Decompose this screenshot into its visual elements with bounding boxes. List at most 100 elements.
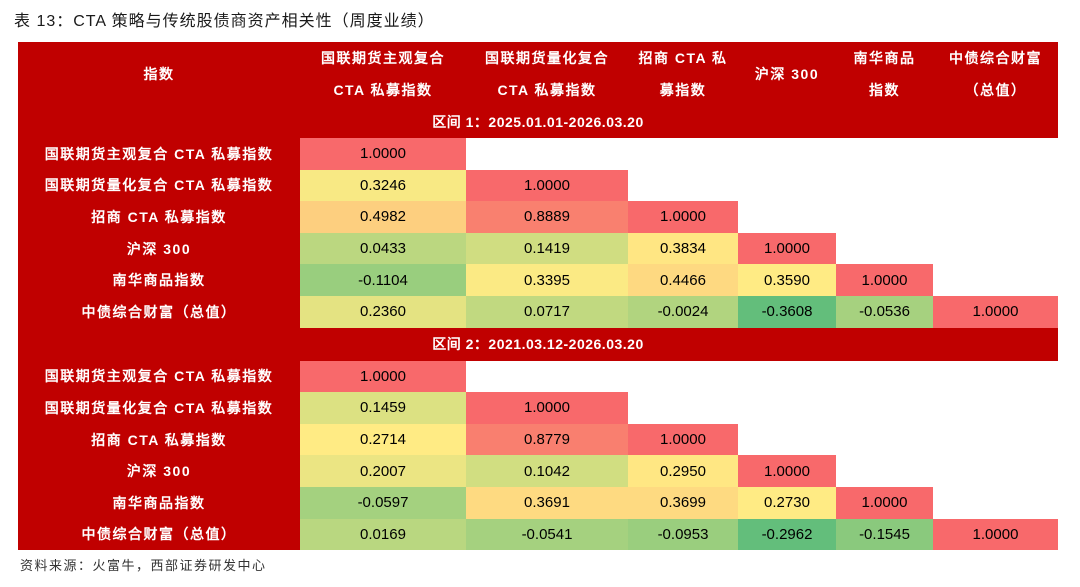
empty-cell <box>836 360 933 393</box>
empty-cell <box>933 392 1058 424</box>
empty-cell <box>933 264 1058 296</box>
correlation-cell: 1.0000 <box>738 455 836 487</box>
correlation-cell: 0.2360 <box>300 295 466 328</box>
row-label: 中债综合财富（总值） <box>18 295 300 328</box>
correlation-cell: 1.0000 <box>628 201 738 233</box>
table-row: 中债综合财富（总值） 0.2360 0.0717 -0.0024 -0.3608 -0.0… <box>18 295 1058 328</box>
correlation-cell: 0.2007 <box>300 455 466 487</box>
correlation-cell: 0.3395 <box>466 264 628 296</box>
table-row: 国联期货量化复合 CTA 私募指数 0.3246 1.0000 <box>18 169 1058 202</box>
table-title: 表 13：CTA 策略与传统股债商资产相关性（周度业绩） <box>14 13 435 30</box>
column-header: 沪深 300 <box>738 42 836 106</box>
correlation-cell: -0.0953 <box>628 518 738 551</box>
empty-cell <box>933 138 1058 170</box>
empty-cell <box>933 486 1058 519</box>
column-header-line: CTA 私募指数 <box>333 82 433 98</box>
section-header: 区间 1：2025.01.01-2026.03.20 <box>18 106 1058 138</box>
column-header-line: 中债综合财富 <box>949 50 1042 66</box>
correlation-cell: 1.0000 <box>836 486 933 519</box>
row-label: 沪深 300 <box>18 232 300 265</box>
empty-cell <box>933 169 1058 202</box>
correlation-cell: -0.0536 <box>836 295 933 328</box>
correlation-cell: 0.3246 <box>300 169 466 202</box>
row-label: 国联期货主观复合 CTA 私募指数 <box>18 138 300 170</box>
table-row: 国联期货量化复合 CTA 私募指数 0.1459 1.0000 <box>18 392 1058 424</box>
correlation-cell: -0.0597 <box>300 486 466 519</box>
correlation-cell: 0.4466 <box>628 264 738 296</box>
correlation-cell: 0.0169 <box>300 518 466 551</box>
column-header: 招商 CTA 私募指数 <box>628 42 738 106</box>
column-header-line: 南华商品 <box>853 50 916 66</box>
correlation-cell: 0.2730 <box>738 486 836 519</box>
table-row: 国联期货主观复合 CTA 私募指数 1.0000 <box>18 360 1058 393</box>
column-header-line: 国联期货量化复合 <box>485 50 609 66</box>
correlation-cell: 0.1042 <box>466 455 628 487</box>
correlation-table: 指数 国联期货主观复合 CTA 私募指数 国联期货量化复合 CTA 私募指数 招商 CT… <box>18 42 1058 551</box>
empty-cell <box>836 169 933 202</box>
correlation-cell: 0.0433 <box>300 232 466 265</box>
correlation-cell: -0.1104 <box>300 264 466 296</box>
correlation-cell: -0.0541 <box>466 518 628 551</box>
correlation-cell: 0.2714 <box>300 423 466 456</box>
section-header: 区间 2：2021.03.12-2026.03.20 <box>18 327 1058 361</box>
source-note: 资料来源：火富牛，西部证券研发中心 <box>20 558 267 573</box>
row-label: 招商 CTA 私募指数 <box>18 423 300 456</box>
row-label: 国联期货量化复合 CTA 私募指数 <box>18 169 300 202</box>
empty-cell <box>738 169 836 202</box>
empty-cell <box>933 423 1058 456</box>
row-label: 国联期货主观复合 CTA 私募指数 <box>18 360 300 393</box>
column-header-line: 招商 CTA 私 <box>638 50 728 66</box>
column-header: 南华商品 指数 <box>836 42 933 106</box>
empty-cell <box>738 138 836 170</box>
correlation-cell: 1.0000 <box>300 138 466 170</box>
table-body: 区间 1：2025.01.01-2026.03.20 国联期货主观复合 CTA 私… <box>18 106 1058 551</box>
empty-cell <box>628 169 738 202</box>
correlation-cell: 1.0000 <box>628 423 738 456</box>
column-header-line: 国联期货主观复合 <box>321 50 445 66</box>
table-row: 沪深 300 0.2007 0.1042 0.2950 1.0000 <box>18 455 1058 487</box>
column-header-line: 募指数 <box>659 82 707 98</box>
empty-cell <box>836 423 933 456</box>
row-label: 南华商品指数 <box>18 486 300 519</box>
empty-cell <box>466 360 628 393</box>
column-header-line: 沪深 300 <box>754 66 820 82</box>
row-label: 沪深 300 <box>18 455 300 487</box>
empty-cell <box>738 201 836 233</box>
empty-cell <box>933 455 1058 487</box>
row-label: 南华商品指数 <box>18 264 300 296</box>
empty-cell <box>466 138 628 170</box>
empty-cell <box>836 138 933 170</box>
correlation-cell: 1.0000 <box>300 360 466 393</box>
correlation-cell: 0.0717 <box>466 295 628 328</box>
correlation-cell: 0.3590 <box>738 264 836 296</box>
correlation-cell: 0.2950 <box>628 455 738 487</box>
table-row: 南华商品指数 -0.0597 0.3691 0.3699 0.2730 1.0000 <box>18 486 1058 519</box>
correlation-cell: 1.0000 <box>933 518 1058 551</box>
empty-cell <box>933 201 1058 233</box>
correlation-cell: -0.1545 <box>836 518 933 551</box>
correlation-cell: 0.1459 <box>300 392 466 424</box>
empty-cell <box>933 360 1058 393</box>
column-header-line: （总值） <box>964 82 1027 98</box>
correlation-cell: -0.0024 <box>628 295 738 328</box>
correlation-cell: -0.2962 <box>738 518 836 551</box>
correlation-cell: 0.8779 <box>466 423 628 456</box>
section-row: 区间 2：2021.03.12-2026.03.20 <box>18 327 1058 361</box>
empty-cell <box>836 232 933 265</box>
empty-cell <box>836 392 933 424</box>
empty-cell <box>628 360 738 393</box>
row-label: 国联期货量化复合 CTA 私募指数 <box>18 392 300 424</box>
corner-header: 指数 <box>18 42 300 106</box>
empty-cell <box>933 232 1058 265</box>
correlation-cell: 1.0000 <box>466 169 628 202</box>
column-header: 中债综合财富 （总值） <box>933 42 1058 106</box>
column-header: 国联期货量化复合 CTA 私募指数 <box>466 42 628 106</box>
correlation-cell: 0.3691 <box>466 486 628 519</box>
correlation-cell: 0.8889 <box>466 201 628 233</box>
empty-cell <box>628 138 738 170</box>
empty-cell <box>836 201 933 233</box>
column-header-line: 指数 <box>869 82 900 98</box>
empty-cell <box>738 423 836 456</box>
empty-cell <box>628 392 738 424</box>
